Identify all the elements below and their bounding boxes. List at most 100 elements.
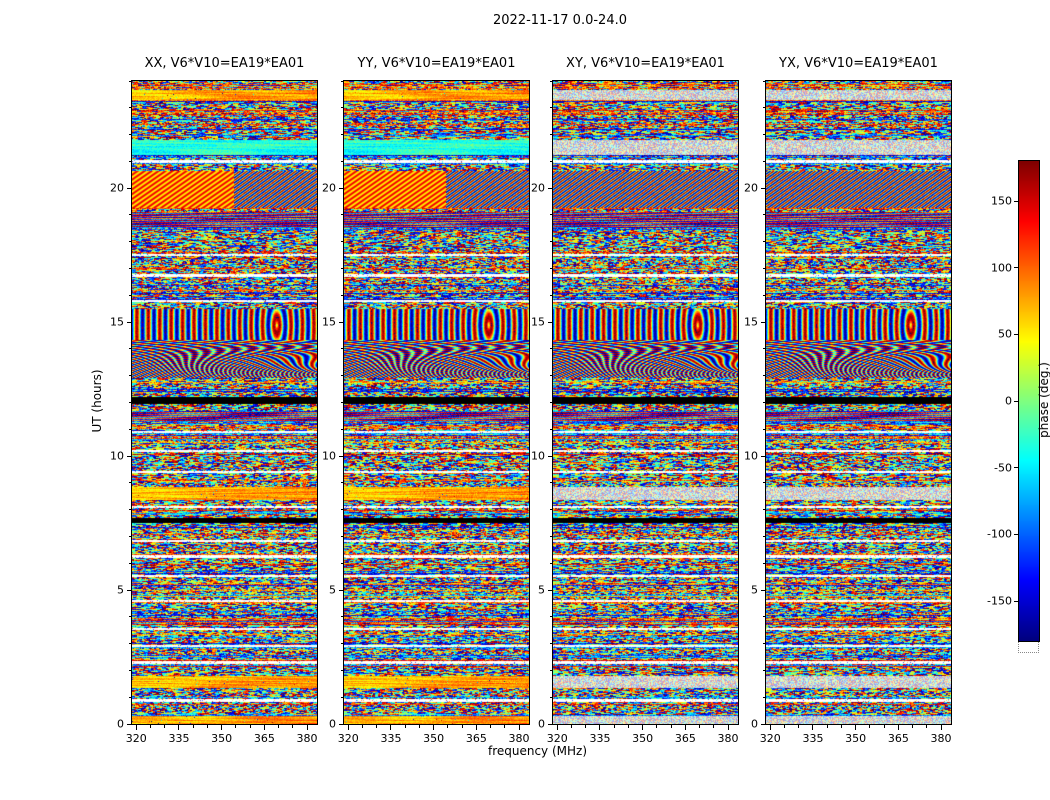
y-minor-tick	[550, 160, 553, 162]
y-minor-tick	[341, 696, 344, 698]
y-minor-tick	[550, 428, 553, 430]
x-tick	[599, 725, 601, 730]
y-minor-tick	[129, 294, 132, 296]
y-tick	[761, 723, 766, 725]
y-minor-tick	[129, 535, 132, 537]
y-tick-label: 5	[117, 583, 124, 597]
y-tick-label: 10	[744, 449, 758, 463]
colorbar-tick-label: 150	[991, 194, 1012, 208]
x-tick-label: 335	[589, 732, 611, 745]
x-tick-label: 350	[632, 732, 654, 745]
y-minor-tick	[763, 509, 766, 511]
y-minor-tick	[763, 80, 766, 82]
y-minor-tick	[550, 669, 553, 671]
y-tick-label: 5	[329, 583, 336, 597]
y-minor-tick	[341, 80, 344, 82]
y-tick	[127, 589, 132, 591]
y-minor-tick	[129, 214, 132, 216]
y-tick	[339, 723, 344, 725]
x-minor-tick	[206, 725, 208, 728]
y-minor-tick	[550, 348, 553, 350]
colorbar-tick-label: -50	[994, 461, 1012, 475]
y-tick	[339, 589, 344, 591]
y-minor-tick	[341, 562, 344, 564]
x-minor-tick	[150, 725, 151, 728]
x-minor-tick	[670, 725, 672, 728]
x-minor-tick	[404, 725, 406, 728]
y-minor-tick	[129, 375, 132, 377]
x-tick	[684, 725, 686, 730]
y-minor-tick	[550, 80, 553, 82]
x-tick-label: 350	[211, 732, 233, 745]
x-minor-tick	[461, 725, 463, 728]
y-tick-label: 15	[531, 315, 545, 329]
y-minor-tick	[763, 669, 766, 671]
y-minor-tick	[129, 402, 132, 403]
x-minor-tick	[164, 725, 166, 728]
y-minor-tick	[550, 402, 553, 403]
x-minor-tick	[613, 725, 615, 728]
x-tick	[347, 725, 349, 730]
x-minor-tick	[447, 725, 449, 728]
y-minor-tick	[763, 241, 766, 243]
colorbar-tick	[1014, 400, 1019, 402]
heatmap-canvas	[766, 81, 951, 724]
y-minor-tick	[341, 268, 344, 270]
x-tick	[518, 725, 520, 730]
panel-title: XX, V6*V10=EA19*EA01	[144, 56, 305, 71]
figure-title: 2022-11-17 0.0-24.0	[493, 13, 627, 28]
x-minor-tick	[490, 725, 492, 728]
y-tick-label: 15	[322, 315, 336, 329]
y-minor-tick	[341, 616, 344, 618]
y-minor-tick	[763, 160, 766, 162]
y-tick	[761, 455, 766, 457]
y-minor-tick	[129, 428, 132, 430]
x-tick-label: 335	[168, 732, 190, 745]
y-tick	[761, 589, 766, 591]
x-tick-label: 350	[845, 732, 867, 745]
y-tick	[548, 187, 553, 189]
heatmap-panel-yy: YY, V6*V10=EA19*EA01 0 5 10 15 20 320 335 350 365…	[322, 56, 530, 745]
y-minor-tick	[550, 616, 553, 618]
colorbar-label: phase (deg.)	[1037, 362, 1050, 438]
y-minor-tick	[763, 294, 766, 296]
x-tick-label: 320	[546, 732, 568, 745]
y-minor-tick	[763, 214, 766, 216]
x-minor-tick	[912, 725, 914, 728]
y-tick	[127, 455, 132, 457]
y-minor-tick	[763, 696, 766, 698]
y-minor-tick	[550, 268, 553, 270]
colorbar-canvas	[1019, 161, 1039, 641]
y-minor-tick	[550, 509, 553, 511]
y-tick-label: 0	[751, 717, 758, 731]
colorbar-tick-label: 0	[1005, 394, 1012, 408]
x-tick-label: 380	[508, 732, 530, 745]
y-tick-label: 20	[744, 181, 758, 195]
y-minor-tick	[341, 669, 344, 671]
y-minor-tick	[341, 160, 344, 162]
y-minor-tick	[550, 535, 553, 537]
y-tick-label: 20	[110, 181, 124, 195]
y-minor-tick	[550, 562, 553, 564]
x-minor-tick	[627, 725, 629, 728]
heatmap-panel-xx: XX, V6*V10=EA19*EA01 0 5 10 15 20 320 335 350 365…	[110, 56, 318, 745]
heatmap-canvas	[132, 81, 317, 724]
y-minor-tick	[129, 80, 132, 82]
x-tick-label: 365	[887, 732, 909, 745]
y-minor-tick	[129, 348, 132, 350]
y-minor-tick	[129, 107, 132, 109]
x-tick	[812, 725, 814, 730]
x-tick	[897, 725, 899, 730]
y-minor-tick	[341, 134, 344, 136]
x-minor-tick	[192, 725, 194, 728]
y-tick-label: 0	[329, 717, 336, 731]
y-minor-tick	[550, 696, 553, 698]
y-minor-tick	[129, 643, 132, 645]
y-minor-tick	[129, 562, 132, 564]
y-minor-tick	[550, 134, 553, 136]
x-tick	[178, 725, 180, 730]
x-minor-tick	[278, 725, 280, 728]
y-minor-tick	[550, 294, 553, 296]
y-minor-tick	[550, 107, 553, 109]
